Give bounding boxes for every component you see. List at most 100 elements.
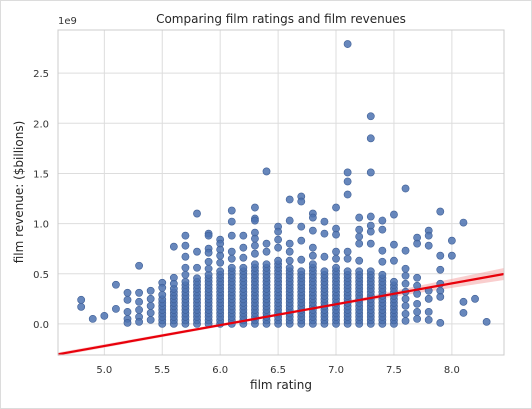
data-point <box>262 239 271 248</box>
data-point <box>181 231 190 240</box>
data-point <box>366 267 375 276</box>
data-point <box>262 247 271 256</box>
data-point <box>181 277 190 286</box>
data-point <box>239 253 248 262</box>
data-point <box>459 297 468 306</box>
data-point <box>274 256 283 265</box>
data-point <box>146 286 155 295</box>
plot-area-border <box>57 29 505 356</box>
data-point <box>135 297 143 306</box>
data-point <box>251 203 259 212</box>
data-point <box>204 248 213 257</box>
y-tick-label: 2.0 <box>33 119 49 130</box>
x-tick-label: 6.5 <box>270 365 286 376</box>
data-point <box>343 190 352 199</box>
data-point <box>436 319 445 327</box>
y-tick-label: 2.5 <box>33 69 49 80</box>
data-point <box>123 295 132 304</box>
data-point <box>262 260 271 269</box>
data-point <box>390 240 398 249</box>
data-point <box>343 40 352 48</box>
data-point <box>424 315 433 324</box>
data-point <box>285 239 294 248</box>
y-offset-text: 1e9 <box>58 16 77 27</box>
regression-line <box>57 272 505 356</box>
data-point <box>366 134 375 143</box>
data-point <box>227 247 236 256</box>
data-point <box>308 251 317 260</box>
data-point <box>216 251 225 260</box>
data-point <box>459 308 468 317</box>
data-point <box>366 168 375 177</box>
regression-line-group <box>57 272 505 356</box>
data-point <box>146 308 155 317</box>
x-tick-label: 7.5 <box>386 365 402 376</box>
data-point <box>378 216 387 225</box>
data-point <box>285 216 294 225</box>
data-point <box>308 260 317 269</box>
data-point <box>100 311 109 320</box>
data-point <box>285 263 294 272</box>
data-point <box>401 316 410 325</box>
data-point <box>378 225 387 234</box>
data-point <box>355 213 364 222</box>
data-point <box>123 288 132 297</box>
data-point <box>424 241 433 250</box>
data-point <box>447 236 456 245</box>
data-point <box>193 247 201 256</box>
data-point <box>401 264 410 273</box>
data-point <box>112 280 120 289</box>
data-point <box>204 231 213 240</box>
data-point <box>297 236 306 245</box>
x-tick-label: 7.0 <box>328 365 344 376</box>
data-point <box>181 252 190 261</box>
data-point <box>401 246 410 255</box>
x-axis-label: film rating <box>250 378 312 392</box>
data-point <box>343 247 352 256</box>
data-point <box>401 184 410 193</box>
data-point <box>320 217 329 226</box>
data-point <box>436 292 445 301</box>
data-point <box>401 301 410 310</box>
data-point <box>193 209 201 218</box>
data-point <box>158 290 167 299</box>
data-point <box>227 217 236 226</box>
data-point <box>123 319 132 327</box>
data-point <box>204 264 213 273</box>
data-point <box>413 289 422 298</box>
data-point <box>285 247 294 256</box>
data-point <box>308 243 317 252</box>
data-point <box>459 218 468 227</box>
data-point <box>251 249 259 258</box>
data-point <box>204 257 213 266</box>
data-point <box>285 195 294 204</box>
data-point <box>320 229 329 238</box>
data-point <box>355 225 364 234</box>
data-point <box>285 256 294 265</box>
y-tick-label: 1.0 <box>33 220 49 231</box>
data-point <box>146 301 155 310</box>
data-point <box>216 267 225 276</box>
data-point <box>413 239 422 248</box>
data-point <box>355 256 364 265</box>
data-point <box>413 273 422 282</box>
data-point <box>181 263 190 272</box>
data-point <box>227 231 236 240</box>
data-point <box>135 317 143 326</box>
data-point <box>320 252 329 261</box>
data-point <box>146 315 155 324</box>
y-tick-label: 0.5 <box>33 270 49 281</box>
data-point <box>436 251 445 260</box>
data-point <box>181 241 190 250</box>
chart-title: Comparing film ratings and film revenues <box>156 12 406 26</box>
data-point <box>424 231 433 240</box>
data-point <box>239 231 248 240</box>
data-point <box>308 213 317 222</box>
data-point <box>401 271 410 280</box>
data-point <box>112 304 120 313</box>
data-point <box>297 197 306 206</box>
data-point <box>262 167 271 176</box>
data-point <box>239 243 248 252</box>
data-point <box>447 251 456 260</box>
